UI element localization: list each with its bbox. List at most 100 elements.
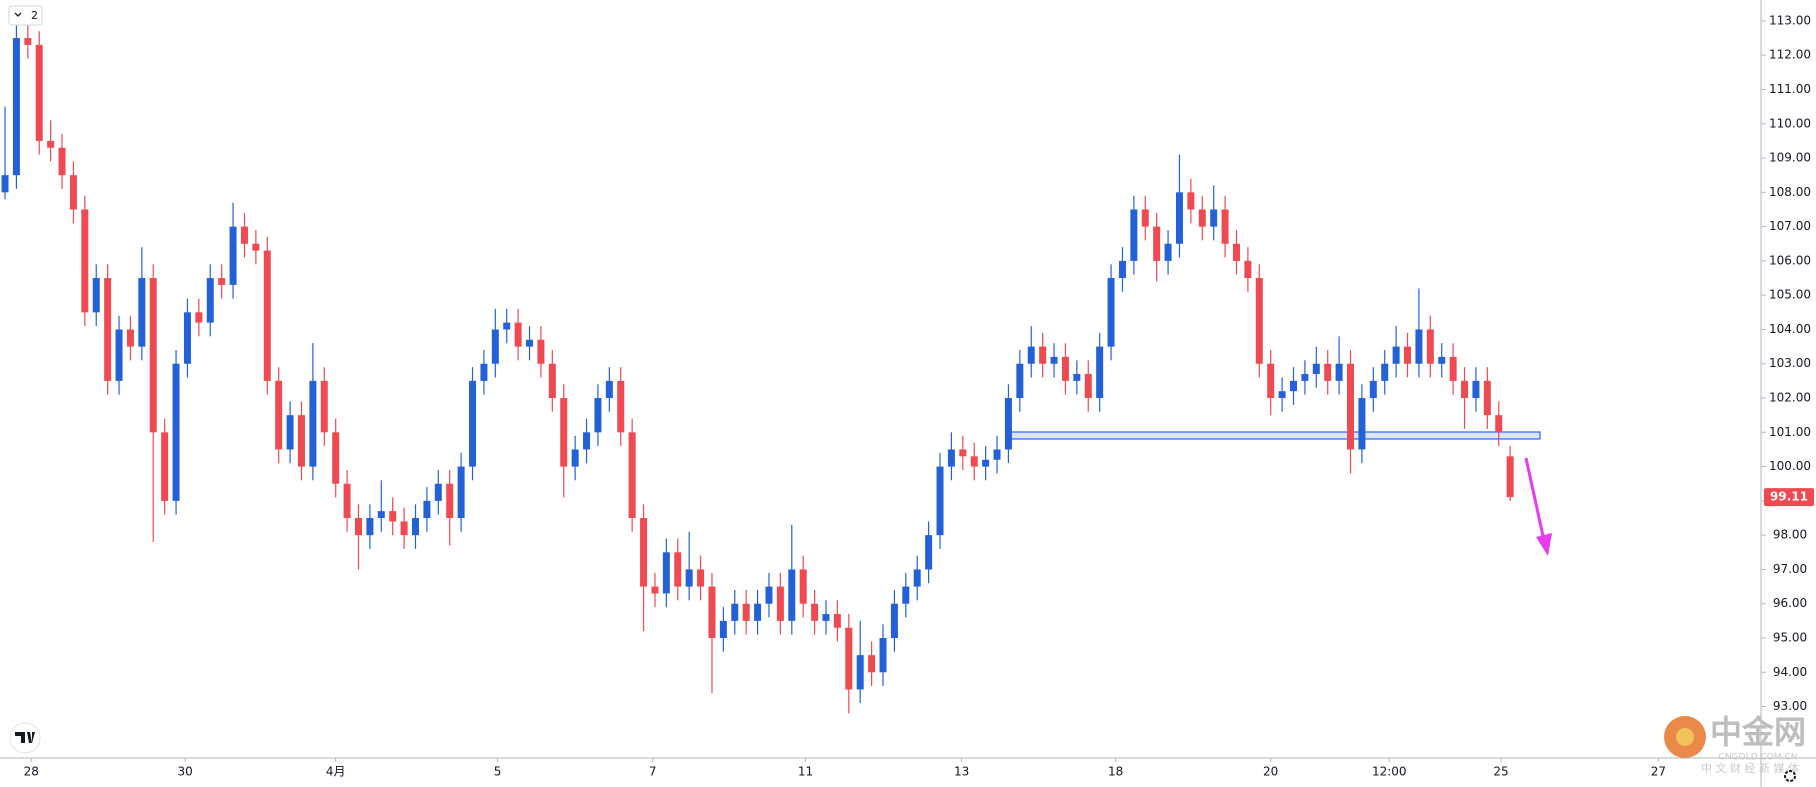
- candle-body: [605, 380, 613, 399]
- candle-body: [354, 518, 362, 536]
- candle-body: [138, 278, 146, 347]
- candle-body: [1153, 226, 1161, 261]
- candle-body: [1118, 260, 1126, 279]
- gear-icon[interactable]: [1784, 770, 1796, 782]
- candles: [1, 20, 1514, 714]
- candle-body: [1210, 209, 1218, 227]
- candle-body: [1301, 374, 1309, 381]
- last-price-label: 99.11: [1770, 490, 1808, 504]
- candle-body: [24, 38, 32, 45]
- y-tick-label: 109.00: [1769, 151, 1811, 165]
- candle-body: [1404, 346, 1412, 364]
- candle-body: [1426, 329, 1434, 364]
- candle-body: [560, 398, 568, 467]
- candle-body: [674, 552, 682, 587]
- candle-body: [959, 449, 967, 457]
- y-tick-label: 103.00: [1769, 356, 1811, 370]
- y-tick-label: 106.00: [1769, 253, 1811, 267]
- candle-body: [731, 603, 739, 621]
- candle-body: [12, 38, 20, 176]
- zone-rect: [1010, 431, 1541, 440]
- candle-body: [1278, 391, 1286, 399]
- candle-body: [742, 603, 750, 621]
- candle-body: [35, 44, 43, 141]
- candle-body: [309, 380, 317, 467]
- candle-body: [1004, 398, 1012, 450]
- candle-body: [1027, 346, 1035, 364]
- candle-body: [491, 329, 499, 364]
- candle-body: [1369, 380, 1377, 399]
- candle-body: [1039, 346, 1047, 364]
- candle-body: [286, 415, 294, 450]
- candle-body: [1084, 374, 1092, 399]
- candle-body: [1483, 380, 1491, 416]
- candle-body: [970, 456, 978, 467]
- candle-body: [1506, 456, 1514, 498]
- candle-body: [240, 226, 248, 244]
- watermark-domain: CNGOLD.COM.CN: [1719, 753, 1798, 763]
- candle-body: [1050, 356, 1058, 364]
- y-tick-label: 100.00: [1769, 459, 1811, 473]
- candle-body: [1312, 363, 1320, 375]
- x-tick-label: 11: [798, 765, 813, 779]
- candle-body: [161, 432, 169, 501]
- candle-body: [92, 278, 100, 313]
- pane-badge[interactable]: 2: [8, 5, 43, 26]
- tv-logo[interactable]: [9, 722, 41, 754]
- candle-body: [229, 226, 237, 285]
- candle-body: [1358, 398, 1366, 450]
- watermark-brand: 中金网: [1710, 713, 1806, 751]
- candle-body: [890, 603, 898, 639]
- candle-body: [377, 511, 385, 519]
- candle-body: [1096, 346, 1104, 399]
- x-tick-label: 7: [649, 765, 657, 779]
- candle-body: [1141, 209, 1149, 227]
- y-tick-label: 108.00: [1769, 185, 1811, 199]
- candle-body: [434, 483, 442, 501]
- candle-body: [936, 466, 944, 536]
- x-tick-label: 12:00: [1372, 765, 1407, 779]
- logo-mark: [15, 732, 35, 743]
- candle-body: [811, 603, 819, 621]
- arrow-head: [1536, 533, 1552, 556]
- candle-body: [389, 511, 397, 522]
- candle-body: [856, 655, 864, 690]
- candle-body: [662, 552, 670, 594]
- y-tick-label: 107.00: [1769, 219, 1811, 233]
- y-tick-label: 104.00: [1769, 322, 1811, 336]
- y-tick-label: 97.00: [1773, 562, 1807, 576]
- candle-body: [868, 655, 876, 673]
- candle-body: [583, 432, 591, 450]
- candle-body: [1289, 380, 1297, 392]
- candle-body: [1335, 363, 1343, 381]
- candle-body: [1324, 363, 1332, 381]
- candle-body: [913, 569, 921, 587]
- candle-body: [126, 329, 134, 347]
- candle-body: [708, 586, 716, 639]
- candle-body: [297, 415, 305, 467]
- candle-body: [571, 449, 579, 467]
- candle-body: [206, 278, 214, 323]
- candle-body: [172, 363, 180, 501]
- y-tick-label: 110.00: [1769, 116, 1811, 130]
- support-zone: [1010, 431, 1541, 440]
- settings[interactable]: [1784, 770, 1796, 782]
- candle-body: [993, 449, 1001, 460]
- candle-body: [617, 380, 625, 433]
- candle-body: [457, 466, 465, 519]
- candle-body: [115, 329, 123, 381]
- badge-box[interactable]: [8, 5, 43, 26]
- candle-body: [47, 140, 55, 148]
- candle-body: [343, 483, 351, 519]
- y-tick-label: 112.00: [1769, 48, 1811, 62]
- candle-body: [822, 614, 830, 621]
- candle-body: [183, 312, 191, 364]
- candle-body: [1495, 415, 1503, 433]
- candle-body: [845, 627, 853, 690]
- candle-body: [514, 322, 522, 347]
- candle-body: [1255, 278, 1263, 364]
- candle-body: [685, 569, 693, 587]
- x-tick-label: 13: [954, 765, 969, 779]
